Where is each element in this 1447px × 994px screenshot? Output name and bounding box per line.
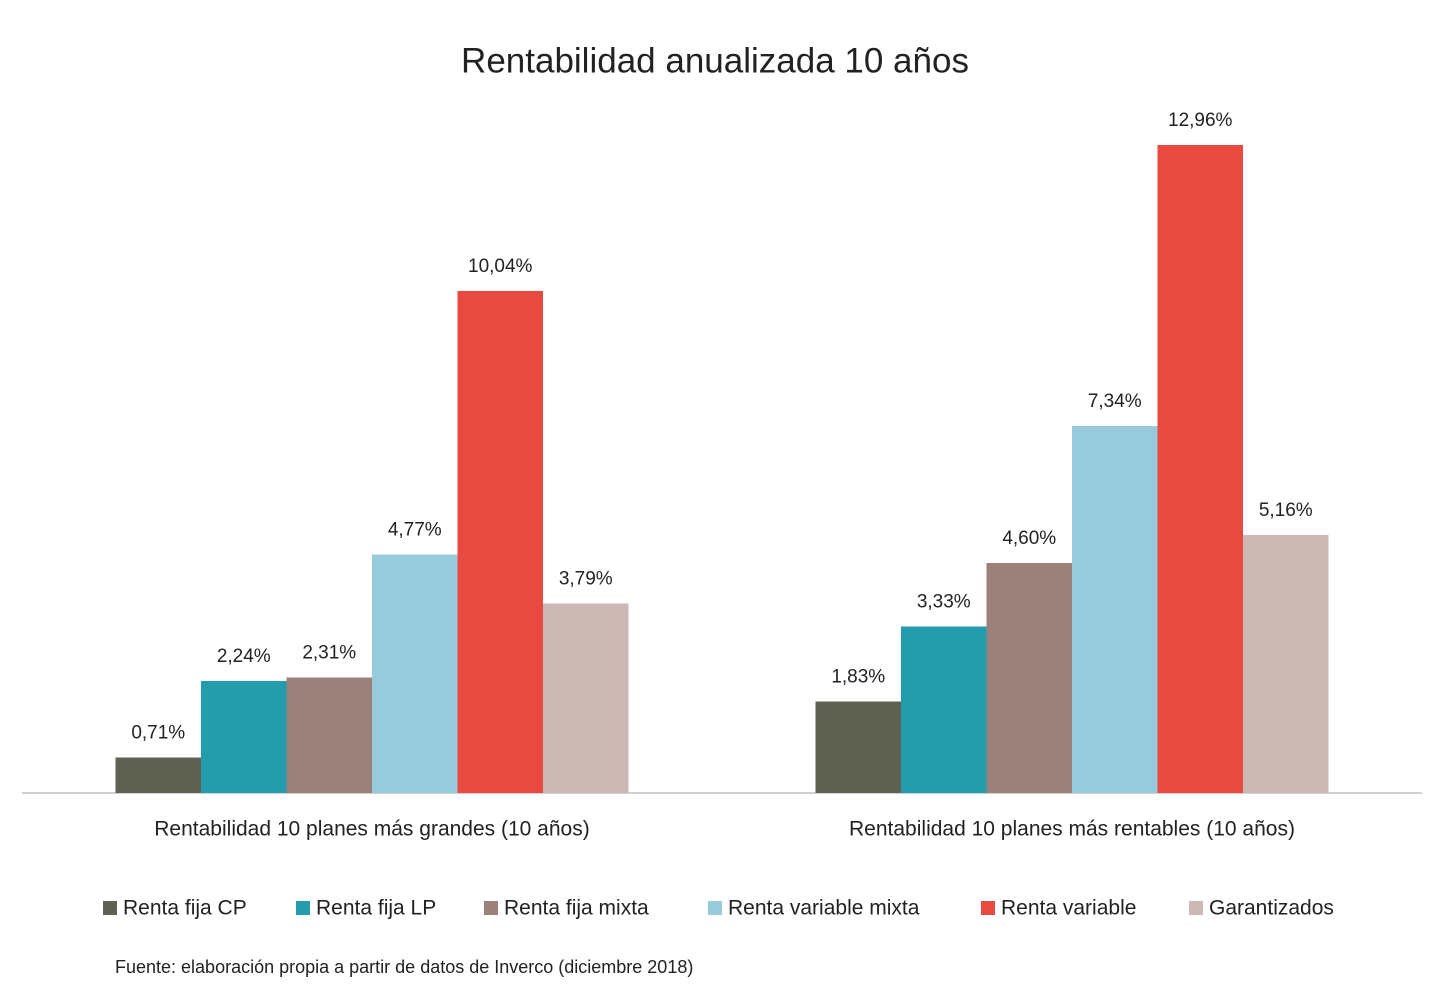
value-label: 3,79% <box>559 569 613 590</box>
legend-swatch <box>296 901 310 915</box>
value-label: 0,71% <box>131 723 185 744</box>
value-label: 10,04% <box>468 256 533 277</box>
legend-swatch <box>484 901 498 915</box>
bar <box>1157 145 1243 793</box>
bar <box>986 563 1072 793</box>
bar <box>201 681 287 793</box>
bar <box>286 677 372 793</box>
bar <box>1243 535 1329 793</box>
legend-label: Garantizados <box>1209 897 1334 920</box>
value-label: 7,34% <box>1088 391 1142 412</box>
value-label: 2,31% <box>302 643 356 664</box>
legend-swatch <box>103 901 117 915</box>
legend-label: Renta fija CP <box>123 897 247 920</box>
legend-swatch <box>1189 901 1203 915</box>
chart-title: Rentabilidad anualizada 10 años <box>461 41 969 80</box>
legend-swatch <box>708 901 722 915</box>
value-label: 5,16% <box>1259 500 1313 521</box>
value-label: 4,77% <box>388 520 442 541</box>
bar <box>372 554 458 793</box>
legend-label: Renta variable <box>1001 897 1136 920</box>
source: Fuente: elaboración propia a partir de d… <box>115 957 693 977</box>
legend-label: Renta fija LP <box>316 897 436 920</box>
bar <box>1072 426 1158 793</box>
bar <box>115 757 201 793</box>
legend-label: Renta variable mixta <box>728 897 920 920</box>
value-label: 4,60% <box>1002 528 1056 549</box>
bar <box>457 291 543 793</box>
value-label: 1,83% <box>831 667 885 688</box>
legend-swatch <box>981 901 995 915</box>
value-label: 3,33% <box>917 592 971 613</box>
value-label: 2,24% <box>217 646 271 667</box>
bar <box>901 626 987 793</box>
value-label: 12,96% <box>1168 110 1233 131</box>
x-tick-label: Rentabilidad 10 planes más rentables (10… <box>849 818 1295 841</box>
bar <box>815 701 901 793</box>
bar <box>543 603 629 793</box>
x-tick-label: Rentabilidad 10 planes más grandes (10 a… <box>154 818 589 841</box>
legend-label: Renta fija mixta <box>504 897 649 920</box>
